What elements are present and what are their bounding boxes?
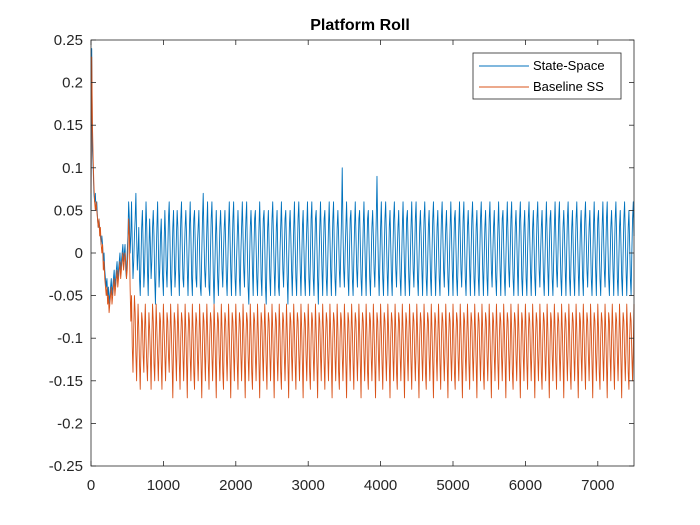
axis-layer: 0 1000 2000 3000 4000 5000 6000 7000 -0.25 -0.2 -0… (49, 32, 635, 494)
x-tick-label: 4000 (364, 477, 397, 494)
y-tick-label: 0.15 (54, 117, 83, 134)
series-line-state-space (90, 48, 635, 305)
legend-box (472, 52, 622, 100)
x-tick-label: 7000 (581, 477, 614, 494)
y-tick-label: 0.25 (54, 32, 83, 49)
legend: State-Space Baseline SS (472, 52, 622, 100)
y-tick-label: -0.2 (57, 415, 83, 432)
y-tick-label: -0.1 (57, 330, 83, 347)
x-tick-label: 2000 (219, 477, 252, 494)
y-tick-label: 0.2 (62, 75, 83, 92)
chart-title: Platform Roll (310, 17, 410, 34)
y-tick-label: -0.05 (49, 288, 83, 305)
y-tick-label: 0 (75, 245, 83, 262)
x-tick-label: 6000 (509, 477, 542, 494)
y-tick-label: 0.1 (62, 160, 83, 177)
y-tick-label: -0.25 (49, 458, 83, 475)
x-tick-label: 3000 (292, 477, 325, 494)
x-tick-label: 0 (87, 477, 95, 494)
y-tick-label: 0.05 (54, 202, 83, 219)
x-tick-label: 1000 (147, 477, 180, 494)
legend-label-state-space: State-Space (533, 58, 605, 73)
x-tick-label: 5000 (436, 477, 469, 494)
legend-label-baseline-ss: Baseline SS (533, 79, 604, 94)
series-layer (90, 48, 635, 399)
y-tick-label: -0.15 (49, 373, 83, 390)
series-line-baseline-ss (90, 56, 635, 399)
